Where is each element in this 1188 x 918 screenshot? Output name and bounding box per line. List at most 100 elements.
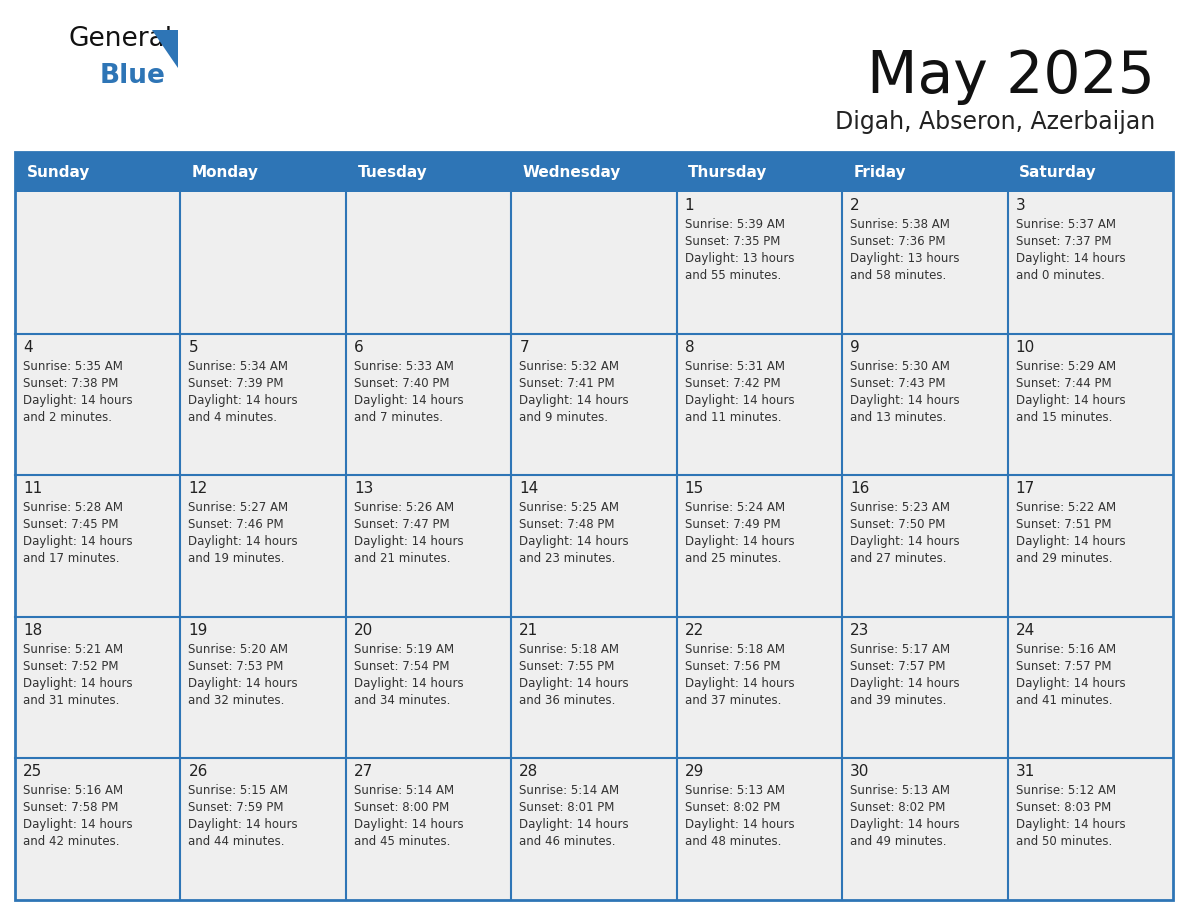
Text: and 2 minutes.: and 2 minutes. [23,410,112,423]
Text: 23: 23 [851,622,870,638]
Text: and 17 minutes.: and 17 minutes. [23,553,120,565]
Text: Monday: Monday [192,164,259,180]
Text: Sunset: 7:53 PM: Sunset: 7:53 PM [189,660,284,673]
Bar [346,333,511,476]
Text: Daylight: 14 hours: Daylight: 14 hours [23,535,133,548]
Text: Saturday: Saturday [1019,164,1097,180]
Bar [842,333,1007,476]
Text: Sunset: 7:49 PM: Sunset: 7:49 PM [684,518,781,532]
Text: Sunset: 7:55 PM: Sunset: 7:55 PM [519,660,614,673]
Text: 3: 3 [1016,198,1025,213]
Text: and 27 minutes.: and 27 minutes. [851,553,947,565]
Text: and 41 minutes.: and 41 minutes. [1016,694,1112,707]
Text: Daylight: 14 hours: Daylight: 14 hours [189,819,298,832]
Text: 9: 9 [851,340,860,354]
Text: Sunrise: 5:18 AM: Sunrise: 5:18 AM [684,643,785,655]
Bar [1007,617,1173,758]
Text: Sunrise: 5:26 AM: Sunrise: 5:26 AM [354,501,454,514]
Text: Sunrise: 5:12 AM: Sunrise: 5:12 AM [1016,784,1116,798]
Text: 30: 30 [851,765,870,779]
Text: 31: 31 [1016,765,1035,779]
Text: Daylight: 14 hours: Daylight: 14 hours [684,677,795,689]
Text: 24: 24 [1016,622,1035,638]
Bar [1007,333,1173,476]
Bar [181,333,346,476]
Bar [677,617,842,758]
Text: Daylight: 14 hours: Daylight: 14 hours [851,677,960,689]
Text: 27: 27 [354,765,373,779]
Text: 1: 1 [684,198,694,213]
Text: Sunday: Sunday [26,164,90,180]
Text: and 58 minutes.: and 58 minutes. [851,269,947,282]
Bar [842,758,1007,900]
Text: Digah, Abseron, Azerbaijan: Digah, Abseron, Azerbaijan [835,110,1155,134]
Text: Sunset: 7:37 PM: Sunset: 7:37 PM [1016,235,1111,248]
Text: and 4 minutes.: and 4 minutes. [189,410,278,423]
Text: and 7 minutes.: and 7 minutes. [354,410,443,423]
Text: and 15 minutes.: and 15 minutes. [1016,410,1112,423]
Text: Sunrise: 5:22 AM: Sunrise: 5:22 AM [1016,501,1116,514]
Text: Sunrise: 5:34 AM: Sunrise: 5:34 AM [189,360,289,373]
Bar [346,192,511,333]
Bar [511,333,677,476]
Text: Wednesday: Wednesday [523,164,621,180]
Text: Daylight: 14 hours: Daylight: 14 hours [354,819,463,832]
Bar [15,333,181,476]
Text: 14: 14 [519,481,538,497]
Text: Daylight: 14 hours: Daylight: 14 hours [189,394,298,407]
Text: Sunrise: 5:29 AM: Sunrise: 5:29 AM [1016,360,1116,373]
Bar [181,192,346,333]
Bar [677,333,842,476]
Text: Sunrise: 5:15 AM: Sunrise: 5:15 AM [189,784,289,798]
Text: Sunrise: 5:35 AM: Sunrise: 5:35 AM [23,360,122,373]
Bar [677,152,842,192]
Text: Daylight: 14 hours: Daylight: 14 hours [851,394,960,407]
Text: Daylight: 14 hours: Daylight: 14 hours [1016,252,1125,265]
Text: Daylight: 14 hours: Daylight: 14 hours [684,394,795,407]
Text: Daylight: 14 hours: Daylight: 14 hours [1016,677,1125,689]
Text: and 39 minutes.: and 39 minutes. [851,694,947,707]
Text: and 50 minutes.: and 50 minutes. [1016,835,1112,848]
Bar [511,152,677,192]
Text: 29: 29 [684,765,704,779]
Bar [15,476,181,617]
Text: 5: 5 [189,340,198,354]
Text: Sunset: 7:57 PM: Sunset: 7:57 PM [1016,660,1111,673]
Text: Sunrise: 5:20 AM: Sunrise: 5:20 AM [189,643,289,655]
Text: Sunrise: 5:18 AM: Sunrise: 5:18 AM [519,643,619,655]
Bar [15,152,181,192]
Text: Sunrise: 5:38 AM: Sunrise: 5:38 AM [851,218,950,231]
Text: and 36 minutes.: and 36 minutes. [519,694,615,707]
Bar [15,192,181,333]
Text: May 2025: May 2025 [867,48,1155,105]
Text: Daylight: 13 hours: Daylight: 13 hours [851,252,960,265]
Text: Daylight: 14 hours: Daylight: 14 hours [1016,394,1125,407]
Text: and 48 minutes.: and 48 minutes. [684,835,781,848]
Text: 21: 21 [519,622,538,638]
Text: Sunset: 7:38 PM: Sunset: 7:38 PM [23,376,119,389]
Text: 17: 17 [1016,481,1035,497]
Text: Sunset: 8:00 PM: Sunset: 8:00 PM [354,801,449,814]
Bar [677,758,842,900]
Text: General: General [68,26,172,52]
Text: 8: 8 [684,340,694,354]
Text: and 44 minutes.: and 44 minutes. [189,835,285,848]
Text: and 46 minutes.: and 46 minutes. [519,835,615,848]
Text: Friday: Friday [854,164,906,180]
Text: Daylight: 14 hours: Daylight: 14 hours [519,819,628,832]
Text: Sunrise: 5:14 AM: Sunrise: 5:14 AM [519,784,619,798]
Text: Sunrise: 5:14 AM: Sunrise: 5:14 AM [354,784,454,798]
Text: Daylight: 14 hours: Daylight: 14 hours [354,535,463,548]
Text: 10: 10 [1016,340,1035,354]
Text: Daylight: 14 hours: Daylight: 14 hours [684,819,795,832]
Text: 16: 16 [851,481,870,497]
Text: and 23 minutes.: and 23 minutes. [519,553,615,565]
Text: Sunrise: 5:16 AM: Sunrise: 5:16 AM [1016,643,1116,655]
Text: Tuesday: Tuesday [358,164,428,180]
Text: Sunrise: 5:21 AM: Sunrise: 5:21 AM [23,643,124,655]
Text: Daylight: 14 hours: Daylight: 14 hours [851,819,960,832]
Text: Daylight: 14 hours: Daylight: 14 hours [23,819,133,832]
Bar [181,758,346,900]
Text: Thursday: Thursday [688,164,767,180]
Text: Sunrise: 5:39 AM: Sunrise: 5:39 AM [684,218,785,231]
